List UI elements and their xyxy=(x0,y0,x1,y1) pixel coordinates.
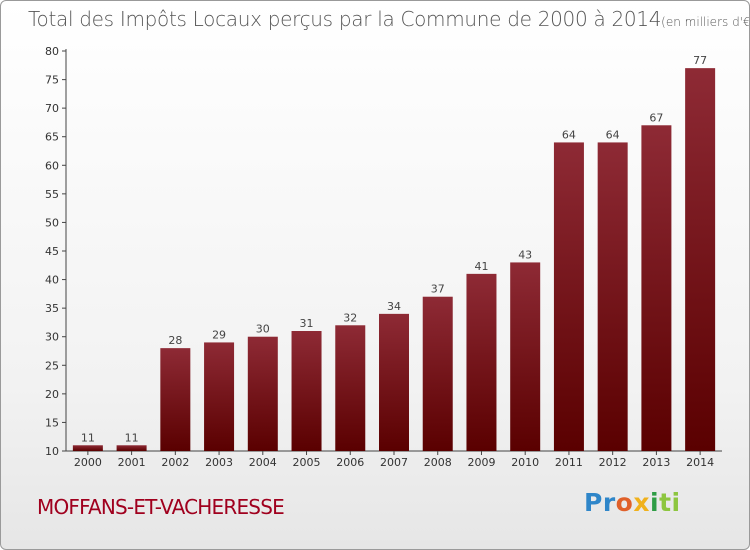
bar xyxy=(204,342,235,451)
bar-value-label: 30 xyxy=(256,323,270,336)
bar xyxy=(422,296,453,451)
bar xyxy=(72,445,103,451)
x-tick-label: 2004 xyxy=(249,456,277,469)
bar-value-label: 43 xyxy=(518,248,532,261)
y-tick-label: 60 xyxy=(45,159,59,172)
bar xyxy=(379,313,409,451)
x-tick-label: 2002 xyxy=(161,456,189,469)
bar-value-label: 64 xyxy=(606,128,620,141)
x-tick-label: 2006 xyxy=(336,456,364,469)
logo-part-4: i xyxy=(649,488,660,517)
bar-value-label: 29 xyxy=(212,328,226,341)
bar-value-label: 41 xyxy=(474,260,488,273)
x-axis: 2000 2001 2002 2003 2004 2005 2006 2007 2008 2009… xyxy=(66,450,722,469)
x-tick-label: 2011 xyxy=(555,456,583,469)
x-tick-label: 2001 xyxy=(118,456,146,469)
bar xyxy=(335,325,366,451)
bar xyxy=(116,445,147,451)
chart-unit: (en milliers d'€) xyxy=(661,15,750,29)
bar xyxy=(553,142,584,451)
logo-part-5: ti xyxy=(659,488,681,517)
x-tick-label: 2013 xyxy=(642,456,670,469)
x-tick-label: 2009 xyxy=(467,456,495,469)
bar-value-label: 31 xyxy=(300,317,314,330)
y-axis: 10 15 20 25 30 35 40 45 50 55 60 65 70 75 80 xyxy=(45,45,67,458)
x-tick-label: 2014 xyxy=(686,456,714,469)
y-tick-label: 80 xyxy=(45,45,59,58)
bar xyxy=(466,273,497,451)
bar-value-label: 77 xyxy=(693,54,707,67)
bar xyxy=(641,125,672,452)
bar-value-label: 64 xyxy=(562,128,576,141)
y-tick-label: 45 xyxy=(45,245,59,258)
y-tick-label: 65 xyxy=(45,131,59,144)
x-tick-label: 2005 xyxy=(293,456,321,469)
x-tick-label: 2003 xyxy=(205,456,233,469)
bar xyxy=(247,336,278,451)
logo-part-3: x xyxy=(633,488,650,517)
y-tick-label: 20 xyxy=(45,388,59,401)
bar-value-label: 34 xyxy=(387,300,401,313)
bar xyxy=(291,331,322,451)
y-tick-label: 55 xyxy=(45,188,59,201)
chart-title: Total des Impôts Locaux perçus par la Co… xyxy=(28,7,750,31)
bars xyxy=(72,68,716,452)
bar-value-label: 32 xyxy=(343,311,357,324)
y-tick-label: 25 xyxy=(45,359,59,372)
bar xyxy=(160,348,191,451)
y-tick-label: 50 xyxy=(45,216,59,229)
x-tick-label: 2008 xyxy=(424,456,452,469)
bar-value-label: 28 xyxy=(168,334,182,347)
y-tick-label: 35 xyxy=(45,302,59,315)
bar-value-label: 37 xyxy=(431,283,445,296)
logo-part-1: Pr xyxy=(584,488,616,517)
bar-value-label: 11 xyxy=(125,431,139,444)
logo-part-2: o xyxy=(615,488,634,517)
y-tick-label: 15 xyxy=(45,416,59,429)
y-tick-label: 40 xyxy=(45,274,59,287)
x-tick-label: 2000 xyxy=(74,456,102,469)
x-tick-label: 2012 xyxy=(599,456,627,469)
bar-value-label: 67 xyxy=(649,111,663,124)
bar xyxy=(510,262,541,451)
commune-name: MOFFANS-ET-VACHERESSE xyxy=(37,495,285,519)
bar-labels: 11 11 28 29 30 31 32 34 37 41 43 64 64 67 77 xyxy=(81,54,707,444)
y-tick-label: 75 xyxy=(45,74,59,87)
bar-value-label: 11 xyxy=(81,431,95,444)
y-tick-label: 10 xyxy=(45,445,59,458)
x-tick-label: 2007 xyxy=(380,456,408,469)
proxiti-logo: Proxiti xyxy=(584,488,681,517)
bar xyxy=(685,68,716,452)
chart-title-text: Total des Impôts Locaux perçus par la Co… xyxy=(28,7,662,31)
x-tick-label: 2010 xyxy=(511,456,539,469)
y-tick-label: 70 xyxy=(45,102,59,115)
bar xyxy=(597,142,628,451)
y-tick-label: 30 xyxy=(45,331,59,344)
